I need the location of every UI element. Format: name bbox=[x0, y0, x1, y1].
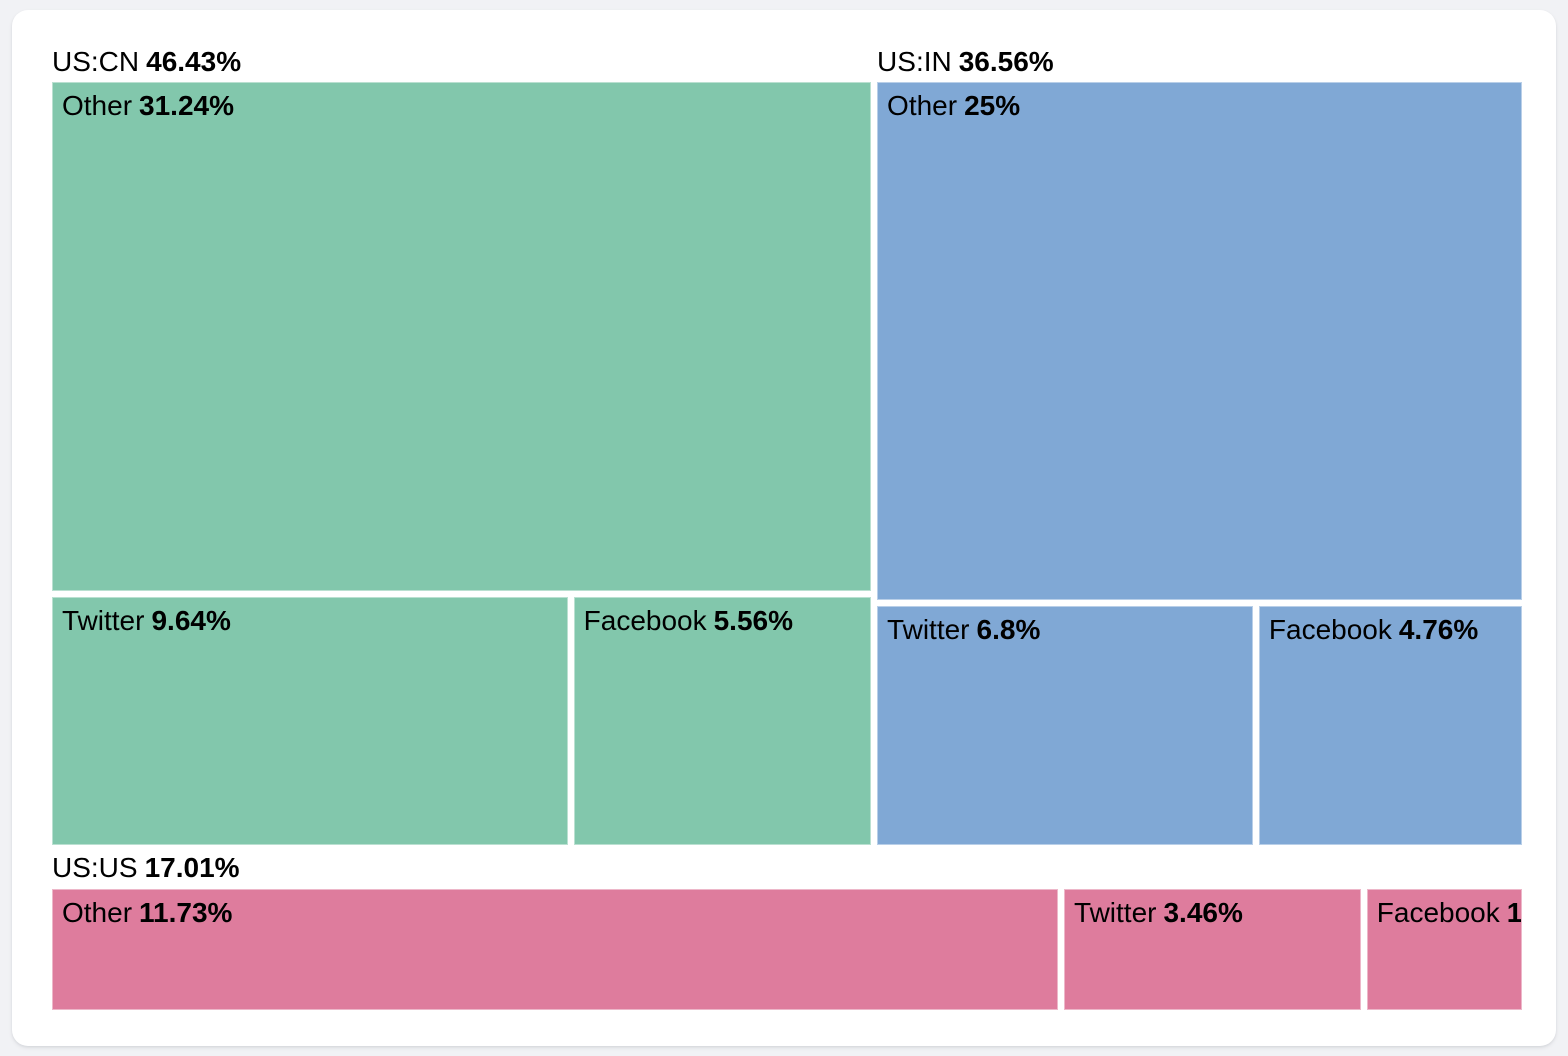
label-name: Other bbox=[62, 897, 133, 928]
chart-card: US:CN 46.43% Other 31.24% Twitter 9.64% Facebo… bbox=[12, 10, 1556, 1046]
label-value: 6.8% bbox=[976, 613, 1041, 645]
label-value: 4.76% bbox=[1398, 613, 1479, 645]
label-value: 9.64% bbox=[151, 605, 231, 637]
treemap-block-us-us-other[interactable]: Other 11.73% bbox=[52, 889, 1059, 1010]
treemap-block-us-us-twitter[interactable]: Twitter 3.46% bbox=[1064, 889, 1361, 1010]
treemap-block-us-us-facebook[interactable]: Facebook 1.81% bbox=[1366, 889, 1522, 1010]
label-value: 17.01% bbox=[144, 852, 240, 883]
label-value: 31.24% bbox=[139, 90, 234, 121]
label-name: Twitter bbox=[887, 613, 970, 645]
label-name: Facebook bbox=[583, 605, 707, 637]
label-name: Facebook bbox=[1376, 897, 1500, 928]
treemap-block-us-in-facebook[interactable]: Facebook 4.76% bbox=[1258, 605, 1522, 845]
treemap-block-us-cn-twitter[interactable]: Twitter 9.64% bbox=[52, 597, 568, 845]
label-value: 1.81% bbox=[1506, 897, 1522, 928]
group-header-us-cn: US:CN 46.43% bbox=[52, 44, 241, 80]
group-header-us-in: US:IN 36.56% bbox=[877, 44, 1054, 80]
label-name: Twitter bbox=[1074, 897, 1157, 928]
label-name: US:IN bbox=[877, 46, 952, 77]
label-name: US:CN bbox=[52, 46, 140, 77]
treemap-block-us-cn-other[interactable]: Other 31.24% bbox=[52, 82, 872, 592]
label-name: Other bbox=[887, 90, 958, 121]
group-header-us-us: US:US 17.01% bbox=[52, 850, 240, 886]
treemap: US:CN 46.43% Other 31.24% Twitter 9.64% Facebo… bbox=[52, 44, 1522, 1020]
label-value: 25% bbox=[964, 90, 1021, 121]
treemap-block-us-cn-facebook[interactable]: Facebook 5.56% bbox=[573, 597, 872, 845]
label-name: Other bbox=[62, 90, 133, 121]
label-value: 36.56% bbox=[958, 46, 1054, 77]
label-value: 5.56% bbox=[713, 605, 794, 637]
label-name: Facebook bbox=[1268, 613, 1392, 645]
label-name: Twitter bbox=[62, 605, 145, 637]
label-value: 46.43% bbox=[146, 46, 242, 77]
treemap-block-us-in-other[interactable]: Other 25% bbox=[877, 82, 1522, 600]
label-name: US:US bbox=[52, 852, 138, 883]
label-value: 11.73% bbox=[139, 897, 233, 928]
treemap-block-us-in-twitter[interactable]: Twitter 6.8% bbox=[877, 605, 1253, 845]
label-value: 3.46% bbox=[1163, 897, 1243, 928]
